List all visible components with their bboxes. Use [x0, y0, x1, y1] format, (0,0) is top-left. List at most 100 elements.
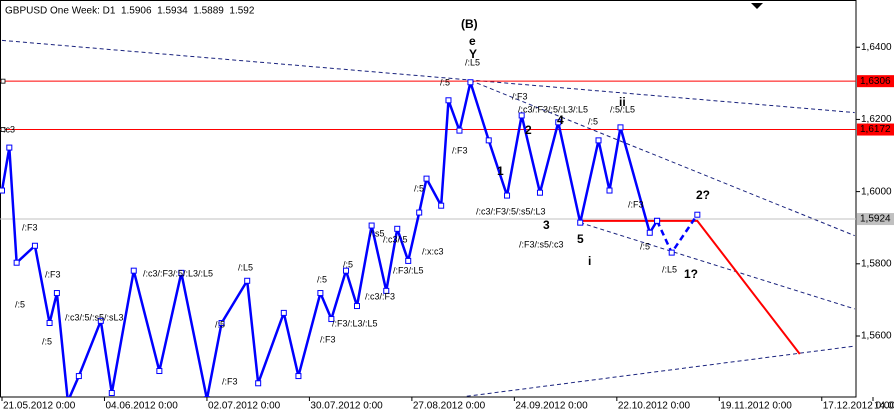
x-tick-label: 14.01: [874, 401, 894, 412]
wave-vertex: [46, 320, 53, 327]
wave-label: /:F3: [628, 199, 644, 209]
y-tick-label: 1,6200: [861, 114, 892, 125]
wave-label: /:c3/:5: [383, 234, 408, 244]
wave-label: 5: [577, 232, 584, 246]
wave-label: /:5: [588, 116, 598, 126]
wave-label: 2?: [696, 188, 710, 202]
wave-vertex: [423, 175, 430, 182]
wave-label: e: [469, 34, 476, 48]
wave-vertex: [555, 119, 562, 126]
x-tick-label: 04.06.2012 0:00: [105, 401, 178, 412]
wave-vertex: [218, 320, 225, 327]
y-tick-label: 1,5800: [861, 258, 892, 269]
wave-vertex: [280, 309, 287, 316]
x-tick-label: 30.07.2012 0:00: [310, 401, 383, 412]
wave-label: /:c3/:F3: [365, 291, 395, 301]
wave-label: 3: [543, 218, 550, 232]
wave-label: 1: [497, 164, 504, 178]
price-level-handle: [0, 127, 6, 132]
wave-label: (B): [461, 17, 478, 31]
wave-vertex: [108, 390, 115, 397]
plot-frame: [0, 0, 857, 398]
wave-label: /:L5: [662, 264, 677, 274]
x-tick-label: 21.05.2012 0:00: [3, 401, 76, 412]
wave-vertex: [467, 79, 474, 86]
trend-line: [466, 345, 855, 397]
wave-vertex: [654, 217, 661, 224]
wave-vertex: [485, 137, 492, 144]
wave-label: /:5: [640, 241, 650, 251]
wave-vertex: [694, 211, 701, 218]
wave-vertex: [416, 209, 423, 216]
wave-vertex: [130, 267, 137, 274]
wave-vertex: [75, 373, 82, 380]
wave-vertex: [156, 368, 163, 375]
wave-label: /:F3: [22, 222, 38, 232]
wave-vertex: [53, 290, 60, 297]
wave-label: /:F3: [45, 269, 61, 279]
wave-vertex: [6, 144, 13, 151]
wave-vertex: [255, 380, 262, 387]
wave-label: /:c3/:5/:s5/:sL3: [65, 312, 124, 322]
wave-label: /:5: [15, 299, 25, 309]
projection-line: [580, 219, 801, 355]
trend-line: [470, 79, 855, 237]
wave-vertex: [178, 269, 185, 276]
wave-label: 4: [557, 113, 564, 127]
wave-label: /:L5: [238, 262, 253, 272]
wave-label: /:F3/:s5/:c3: [519, 239, 564, 249]
last-price-label: 1,5924: [860, 214, 891, 225]
wave-label: /:F3: [452, 145, 468, 155]
wave-label: /:5/:L5: [610, 104, 635, 114]
wave-label: /:5: [343, 259, 353, 269]
wave-line: [0, 80, 659, 397]
wave-label: /:c3/:F3/:5/:L3/:L5: [143, 268, 213, 278]
wave-vertex: [0, 187, 5, 194]
wave-vertex: [244, 277, 251, 284]
price-tag: [857, 75, 894, 88]
price-tag-label: 1,6306: [860, 76, 891, 87]
x-tick-label: 17.12.2012 0:00: [823, 401, 894, 412]
plot-area: [0, 39, 856, 397]
wave-label: /:5: [215, 319, 225, 329]
wave-label: /:c3/:F3/:5/:L3/:L5: [518, 104, 588, 114]
wave-label: /:5: [42, 336, 52, 346]
wave-label: /:5: [414, 183, 424, 193]
wave-label: /:5: [440, 77, 450, 87]
wave-label: /:s5: [370, 228, 385, 238]
x-tick-label: 24.09.2012 0:00: [515, 401, 588, 412]
wave-label: 1?: [684, 267, 698, 281]
wave-vertex: [295, 373, 302, 380]
wave-vertex: [606, 187, 613, 194]
trend-line: [1, 39, 855, 114]
wave-label: /:F3: [320, 334, 336, 344]
wave-vertex: [203, 396, 210, 397]
price-tag: [857, 123, 894, 136]
wave-vertex: [456, 127, 463, 134]
wave-vertex: [13, 259, 20, 266]
trend-line: [580, 222, 855, 310]
wave-vertex: [405, 257, 412, 264]
wave-label: /:c3/:F3/:5/:s5/:L3: [476, 206, 546, 216]
wave-label: 2: [525, 123, 532, 137]
wave-vertex: [368, 222, 375, 229]
price-tag-label: 1,6172: [860, 124, 891, 135]
wave-label: /:F3: [512, 91, 528, 101]
y-tick-label: 1,5600: [861, 331, 892, 342]
wave-vertex: [646, 229, 653, 236]
x-tick-label: 02.07.2012 0:00: [208, 401, 281, 412]
x-tick-label: 19.11.2012 0:00: [720, 401, 792, 412]
chart-title: GBPUSD One Week: D1 1.5906 1.5934 1.5889…: [5, 6, 255, 17]
wave-vertex: [595, 137, 602, 144]
wave-label: Y: [469, 47, 477, 61]
wave-vertex: [668, 249, 675, 256]
wave-label: :c3: [3, 124, 15, 134]
shift-marker: [751, 3, 763, 9]
wave-label: /:F3: [222, 376, 238, 386]
wave-vertex: [518, 112, 525, 119]
wave-vertex: [317, 290, 324, 297]
last-price-tag: [857, 213, 894, 226]
wave-vertex: [445, 97, 452, 104]
